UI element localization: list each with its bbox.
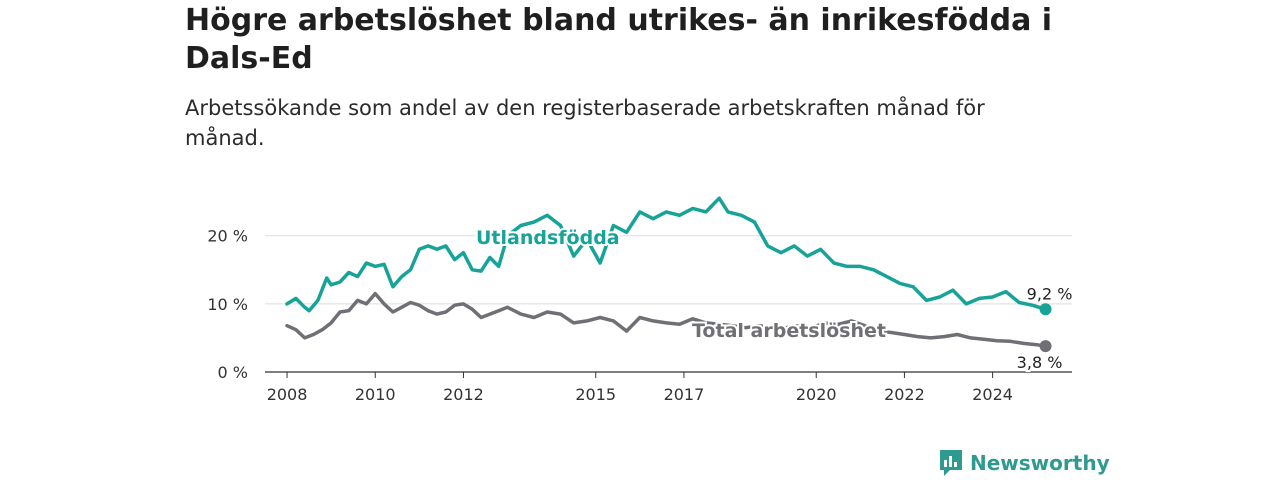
series-line-total bbox=[285, 291, 1048, 348]
newsworthy-logo-icon bbox=[940, 450, 962, 476]
x-tick-label: 2012 bbox=[443, 385, 484, 404]
grid-lines bbox=[265, 235, 1072, 373]
x-tick-label: 2022 bbox=[884, 385, 925, 404]
x-axis-ticks: 2008 2010 2012 2015 2017 2020 2022 2024 bbox=[267, 372, 1013, 404]
series-lines bbox=[285, 196, 1052, 353]
x-tick-label: 2017 bbox=[664, 385, 705, 404]
x-tick-label: 2024 bbox=[972, 385, 1013, 404]
y-axis-ticks: 0 % 10 % 20 % bbox=[207, 227, 248, 382]
series-end-label: 9,2 % bbox=[1027, 284, 1073, 303]
brand-logo: Newsworthy bbox=[938, 448, 1110, 478]
chart-subtitle: Arbetssökande som andel av den registerb… bbox=[185, 96, 985, 150]
y-tick-label: 20 % bbox=[207, 227, 248, 246]
series-name-label: Utlandsfödda bbox=[476, 227, 620, 249]
chart-title: Högre arbetslöshet bland utrikes- än inr… bbox=[185, 3, 1053, 76]
line-chart: 0 % 10 % 20 % 2008 2010 2012 2015 2017 2020 2022… bbox=[207, 196, 1074, 404]
x-tick-label: 2008 bbox=[267, 385, 308, 404]
x-tick-label: 2010 bbox=[355, 385, 396, 404]
series-end-label: 3,8 % bbox=[1017, 353, 1063, 372]
x-tick-label: 2015 bbox=[575, 385, 616, 404]
series-labels: Utlandsfödda 9,2 % Total arbetslöshet 3,8 % bbox=[474, 225, 1074, 374]
series-end-point bbox=[1039, 340, 1052, 353]
y-tick-label: 0 % bbox=[218, 363, 248, 382]
brand-name: Newsworthy bbox=[970, 451, 1110, 475]
series-name-label: Total arbetslöshet bbox=[692, 320, 886, 342]
series-end-point bbox=[1039, 303, 1052, 316]
series-line-utlandsfodda bbox=[285, 196, 1048, 313]
y-tick-label: 10 % bbox=[207, 295, 248, 314]
x-tick-label: 2020 bbox=[796, 385, 837, 404]
